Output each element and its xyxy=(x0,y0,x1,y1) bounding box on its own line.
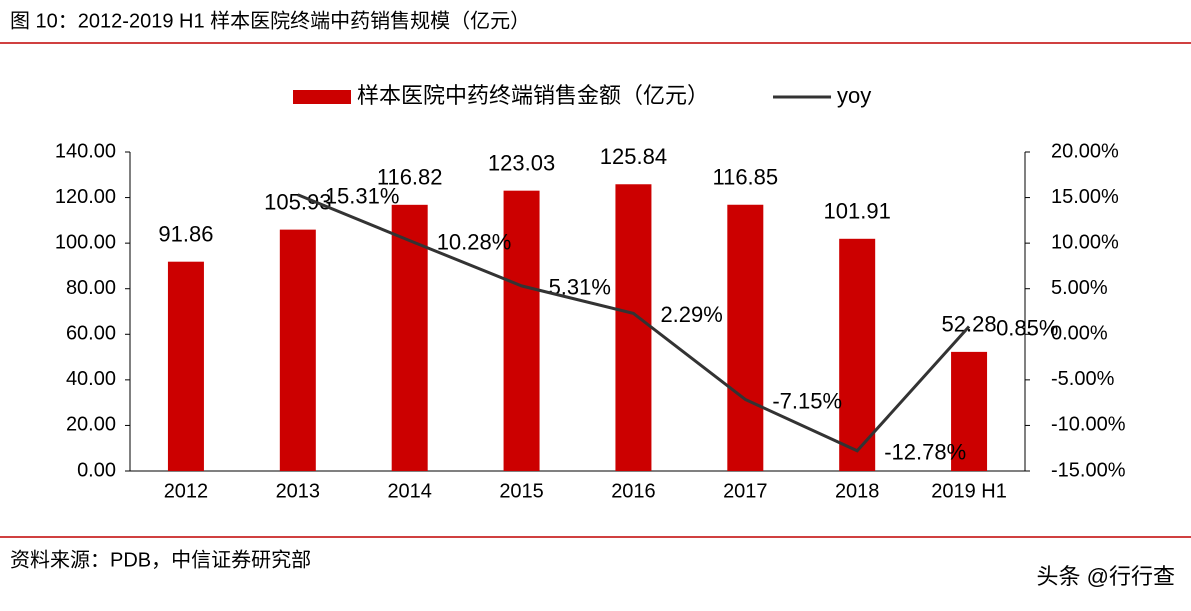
bar-value-label: 105.93 xyxy=(264,189,331,214)
y2-tick-label: 5.00% xyxy=(1051,277,1108,299)
bar xyxy=(615,184,652,471)
x-tick-label: 2016 xyxy=(611,480,656,502)
line-value-label: 10.28% xyxy=(437,229,512,254)
bar xyxy=(839,238,876,471)
y-tick-label: 20.00 xyxy=(66,414,116,436)
x-tick-label: 2013 xyxy=(276,480,321,502)
y-tick-label: 100.00 xyxy=(55,231,116,253)
bar-value-label: 123.03 xyxy=(488,150,555,175)
source: 资料来源：PDB，中信证券研究部 xyxy=(10,548,311,571)
y2-tick-label: 15.00% xyxy=(1051,186,1119,208)
bar-value-label: 125.84 xyxy=(600,144,667,169)
bar-value-label: 52.28 xyxy=(942,312,997,337)
x-tick-label: 2018 xyxy=(835,480,880,502)
x-tick-label: 2015 xyxy=(499,480,544,502)
y-tick-label: 140.00 xyxy=(55,140,116,162)
y-tick-label: 80.00 xyxy=(66,277,116,299)
y-tick-label: 0.00 xyxy=(77,459,116,481)
watermark: 头条 @行行查 xyxy=(1037,564,1175,589)
y2-tick-label: 20.00% xyxy=(1051,140,1119,162)
line-value-label: 15.31% xyxy=(325,184,400,209)
y2-tick-label: -5.00% xyxy=(1051,368,1115,390)
bar xyxy=(167,261,204,471)
bar xyxy=(727,204,764,471)
y2-tick-label: 10.00% xyxy=(1051,231,1119,253)
bar-value-label: 91.86 xyxy=(158,222,213,247)
y2-tick-label: -15.00% xyxy=(1051,459,1126,481)
bar xyxy=(391,204,428,471)
legend-label: 样本医院中药终端销售金额（亿元） xyxy=(357,83,709,108)
line-value-label: -7.15% xyxy=(772,388,842,413)
y-tick-label: 40.00 xyxy=(66,368,116,390)
y2-tick-label: -10.00% xyxy=(1051,414,1126,436)
x-tick-label: 2019 H1 xyxy=(931,480,1007,502)
legend-swatch xyxy=(293,90,351,104)
chart-title: 图 10：2012-2019 H1 样本医院终端中药销售规模（亿元） xyxy=(10,9,530,32)
y-tick-label: 120.00 xyxy=(55,186,116,208)
line-value-label: 0.85% xyxy=(996,315,1058,340)
bar-value-label: 116.82 xyxy=(377,165,443,190)
y-tick-label: 60.00 xyxy=(66,323,116,345)
x-tick-label: 2012 xyxy=(164,480,209,502)
legend-label: yoy xyxy=(837,83,871,108)
line xyxy=(297,193,971,453)
line-value-label: 2.29% xyxy=(660,302,722,327)
line-value-label: -12.78% xyxy=(884,440,966,465)
x-tick-label: 2014 xyxy=(387,480,432,502)
bar xyxy=(279,229,316,471)
bar xyxy=(503,190,540,471)
bar-value-label: 116.85 xyxy=(712,165,778,190)
y2-tick-label: 0.00% xyxy=(1051,323,1108,345)
bar-value-label: 101.91 xyxy=(824,199,891,224)
bar xyxy=(951,351,988,471)
x-tick-label: 2017 xyxy=(723,480,768,502)
